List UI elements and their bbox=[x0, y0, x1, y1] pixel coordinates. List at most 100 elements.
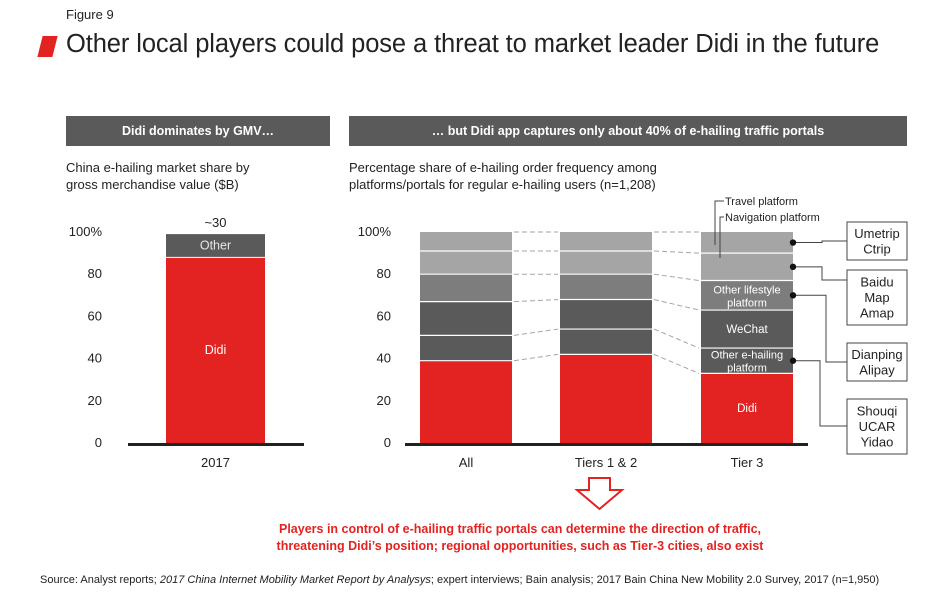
platform-callout-box bbox=[846, 269, 908, 326]
left-subtitle-line2: gross merchandise value ($B) bbox=[66, 177, 239, 192]
platform-callout-text: Map bbox=[864, 290, 889, 305]
right-bar-segment bbox=[420, 335, 512, 361]
navigation-platform-bracket bbox=[719, 216, 724, 258]
source-italic: 2017 China Internet Mobility Market Repo… bbox=[159, 574, 431, 586]
right-ytick-label: 60 bbox=[377, 308, 391, 323]
right-bar-segment bbox=[701, 232, 793, 254]
right-bar-segment bbox=[560, 329, 652, 355]
right-bar-segment bbox=[560, 274, 652, 300]
right-bar-segment bbox=[701, 280, 793, 311]
right-dashed-connector bbox=[653, 250, 700, 254]
right-bar-segment bbox=[420, 232, 512, 251]
left-ytick-label: 40 bbox=[88, 351, 102, 366]
right-dashed-connector bbox=[653, 353, 700, 374]
down-arrow-icon bbox=[574, 477, 625, 511]
left-category-label: 2017 bbox=[201, 455, 230, 470]
platform-callout-text: Ctrip bbox=[863, 241, 890, 256]
tier3-label-didi: Didi bbox=[737, 403, 757, 415]
left-segment-label: Didi bbox=[205, 343, 227, 357]
tier3-label-other-ehailing: Other e-hailing bbox=[711, 350, 783, 362]
left-ytick-label: 0 bbox=[95, 435, 102, 450]
right-dashed-connector bbox=[513, 328, 559, 336]
right-ytick-label: 0 bbox=[384, 435, 391, 450]
navigation-platform-label: Navigation platform bbox=[725, 212, 820, 224]
left-bar-total-label: ~30 bbox=[204, 215, 226, 230]
left-bar-segment-other bbox=[166, 234, 265, 258]
right-subtitle-line2: platforms/portals for regular e-hailing … bbox=[349, 177, 656, 192]
right-bar-segment bbox=[420, 301, 512, 336]
platform-callout-text: Shouqi bbox=[857, 404, 898, 419]
right-dashed-connector bbox=[513, 299, 559, 303]
figure-label: Figure 9 bbox=[66, 7, 114, 22]
source-note: Source: Analyst reports; 2017 China Inte… bbox=[40, 574, 879, 586]
right-bar-segment bbox=[701, 373, 793, 443]
right-category-label: Tiers 1 & 2 bbox=[575, 455, 637, 470]
travel-platform-label: Travel platform bbox=[725, 196, 798, 208]
left-gmv-chart: 0 20 40 60 80 100% Didi Other ~30 2017 bbox=[69, 215, 304, 470]
left-bar-segment-didi bbox=[166, 257, 265, 443]
callout-line2: threatening Didi’s position; regional op… bbox=[276, 539, 764, 553]
right-subtitle-line1: Percentage share of e-hailing order freq… bbox=[349, 160, 657, 175]
page-title: Other local players could pose a threat … bbox=[66, 30, 880, 58]
tier3-label-other-ehailing-2: platform bbox=[727, 363, 767, 375]
right-ytick-label: 40 bbox=[377, 351, 391, 366]
platform-callout-text: Yidao bbox=[861, 435, 894, 450]
right-category-label: Tier 3 bbox=[731, 455, 764, 470]
tier3-label-wechat: WeChat bbox=[726, 324, 768, 336]
right-ytick-label: 100% bbox=[358, 224, 392, 239]
left-ytick-label: 80 bbox=[88, 266, 102, 281]
left-segment-label: Other bbox=[200, 239, 231, 253]
right-panel-header: … but Didi app captures only about 40% o… bbox=[349, 116, 907, 146]
callout-line1: Players in control of e-hailing traffic … bbox=[278, 522, 762, 536]
tier3-label-other-lifestyle: Other lifestyle bbox=[713, 284, 780, 296]
left-ytick-label: 100% bbox=[69, 224, 103, 239]
platform-callout-box bbox=[846, 342, 908, 382]
right-bar-segment bbox=[701, 253, 793, 281]
platform-callout-text: Alipay bbox=[859, 362, 895, 377]
right-bar-segment bbox=[420, 360, 512, 443]
right-dashed-connector bbox=[653, 273, 700, 282]
callout-leader-line bbox=[793, 266, 847, 281]
right-bar-segment bbox=[420, 250, 512, 275]
left-ytick-label: 20 bbox=[88, 393, 102, 408]
left-panel-header: Didi dominates by GMV… bbox=[66, 116, 330, 146]
travel-platform-bracket bbox=[714, 200, 724, 245]
right-panel-subtitle: Percentage share of e-hailing order freq… bbox=[349, 159, 657, 193]
right-bar-segment bbox=[560, 232, 652, 251]
callout-leader-dot bbox=[789, 263, 797, 271]
callout-connectors: Travel platform Navigation platform bbox=[714, 196, 847, 427]
callout-leader-line bbox=[793, 360, 847, 427]
platform-callout-text: Amap bbox=[860, 306, 894, 321]
callout-leader-dot bbox=[789, 292, 797, 299]
left-ytick-label: 60 bbox=[88, 308, 102, 323]
right-bar-segment bbox=[560, 299, 652, 330]
source-suffix: ; expert interviews; Bain analysis; 2017… bbox=[430, 574, 880, 586]
platform-callout-text: Baidu bbox=[860, 275, 893, 290]
tier3-label-other-lifestyle-2: platform bbox=[727, 297, 767, 309]
platform-callout-text: Dianping bbox=[851, 347, 902, 362]
platform-callout-box bbox=[846, 398, 908, 455]
right-bar-segment bbox=[560, 354, 652, 443]
left-subtitle-line1: China e-hailing market share by bbox=[66, 160, 250, 175]
right-dashed-connector bbox=[653, 328, 700, 349]
callout-leader-dot bbox=[789, 357, 797, 364]
right-traffic-chart: 0 20 40 60 80 100% All Tiers 1 & 2 Tier 3 Didi Oth… bbox=[358, 224, 808, 470]
callout-leader-line bbox=[793, 294, 847, 363]
right-dashed-connector bbox=[513, 353, 559, 362]
left-panel-subtitle: China e-hailing market share by gross me… bbox=[66, 159, 250, 193]
right-ytick-label: 80 bbox=[377, 266, 391, 281]
right-bar-segment bbox=[701, 348, 793, 374]
callout-leader-dot bbox=[789, 239, 797, 246]
right-category-label: All bbox=[459, 455, 474, 470]
right-bar-segment bbox=[701, 310, 793, 349]
callout-leader-line bbox=[793, 240, 847, 244]
platform-callout-box bbox=[846, 221, 908, 261]
right-bar-segment bbox=[560, 250, 652, 275]
platform-callout-text: UCAR bbox=[859, 419, 896, 434]
right-ytick-label: 20 bbox=[377, 393, 391, 408]
platform-callout-text: Umetrip bbox=[854, 226, 900, 241]
source-prefix: Source: Analyst reports; bbox=[40, 574, 160, 586]
right-dashed-connector bbox=[653, 299, 700, 311]
